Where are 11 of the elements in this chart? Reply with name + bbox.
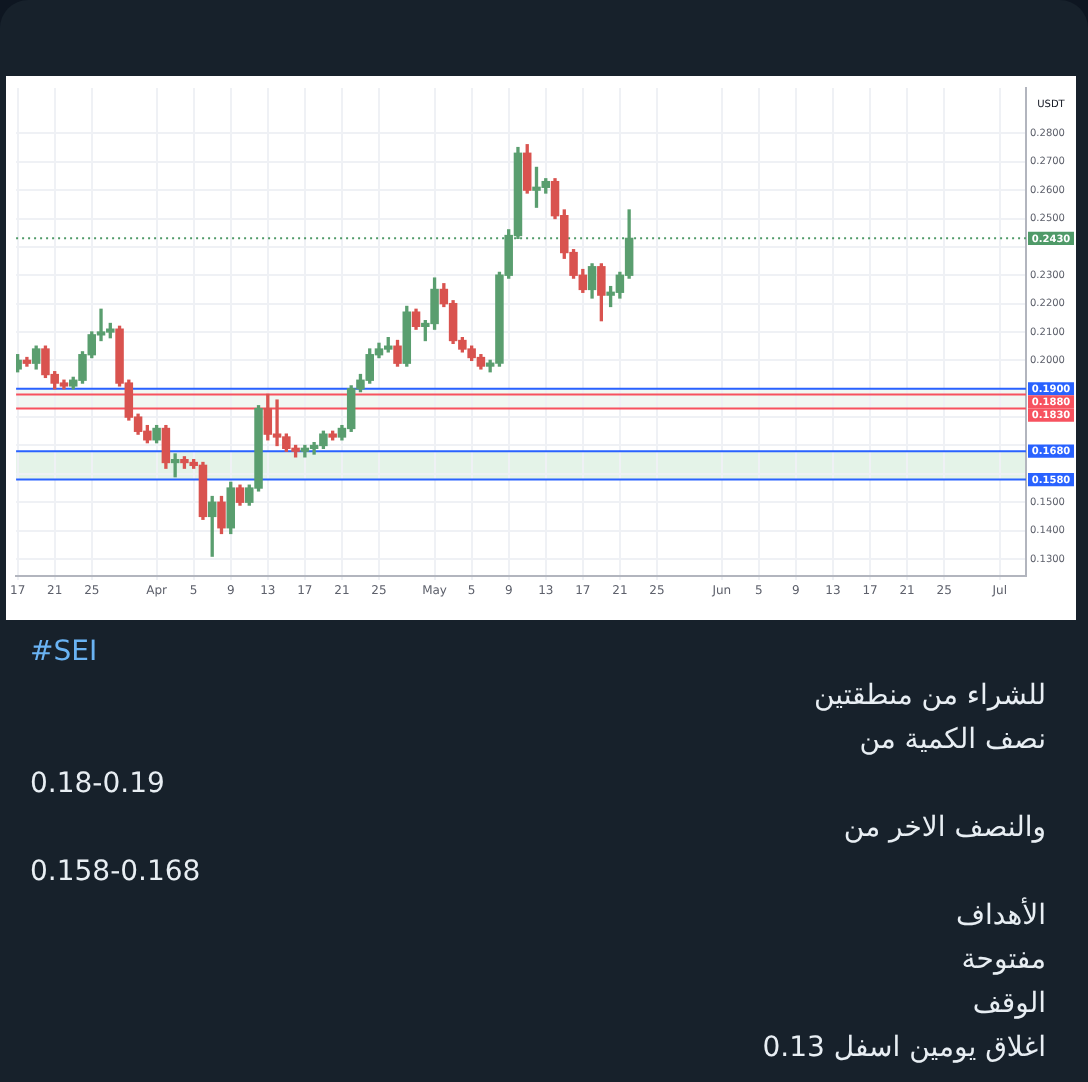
text: والنصف الاخر من [841,810,1046,848]
text: 0.18-0.19 [30,766,167,804]
candlestick [170,453,180,478]
text: 0.158-0.168 [30,854,203,892]
text: للشراء من منطقتين [811,678,1046,716]
text: نصف الكمية من [857,722,1046,760]
text: #SEI [30,634,100,672]
text: اغلاق يومين اسفل 0.13 [760,1030,1046,1068]
text: مفتوحة [959,942,1046,980]
text: الوقف [970,986,1046,1024]
text: الأهداف [953,895,1046,936]
